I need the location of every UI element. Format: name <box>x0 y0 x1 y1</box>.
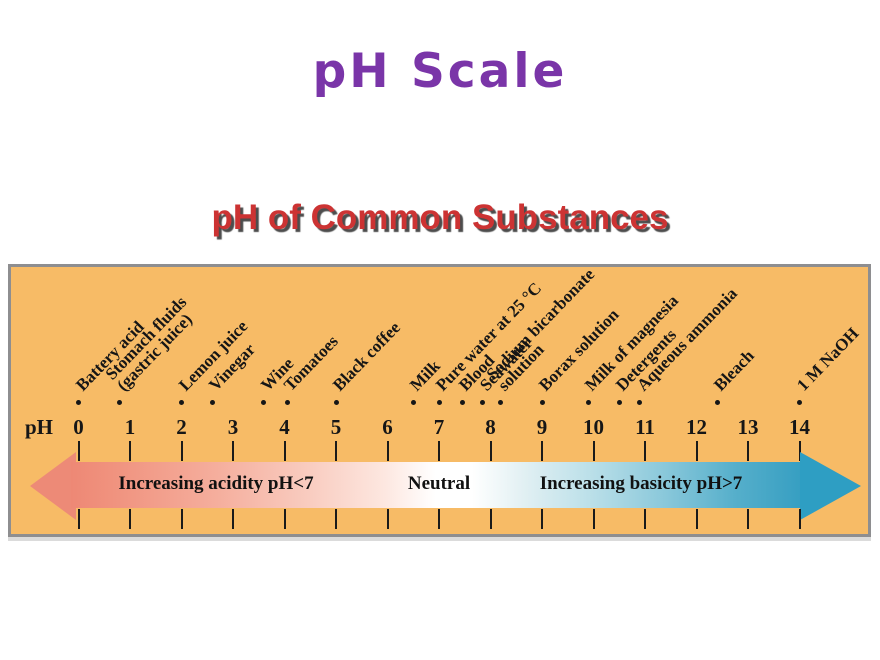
ph-tick <box>77 441 80 461</box>
ph-tick <box>438 441 440 461</box>
ph-tick <box>283 441 286 461</box>
substance-dot <box>480 400 486 405</box>
ph-tick <box>644 509 646 529</box>
ph-tick <box>489 441 492 461</box>
ph-tick <box>386 509 389 529</box>
ph-tick <box>489 509 492 529</box>
ph-tick <box>283 509 286 529</box>
ph-number: 12 <box>686 415 707 439</box>
ph-tick <box>541 509 543 529</box>
ph-number: 13 <box>737 415 759 439</box>
ph-tick <box>592 441 595 461</box>
ph-number: 5 <box>330 415 342 439</box>
substance-dot <box>539 400 545 405</box>
ph-diagram: Battery acid Stomach fluids (gastric juice… <box>8 264 871 537</box>
substance-label: 1 M NaOH <box>792 323 862 395</box>
substance-label: Black coffee <box>329 317 405 395</box>
substance-dot <box>284 400 290 405</box>
ph-number: 8 <box>485 415 496 439</box>
ph-number: 0 <box>73 415 84 439</box>
ph-tick <box>180 509 183 529</box>
ph-tick <box>695 509 698 529</box>
ph-tick <box>129 509 131 529</box>
basicity-label: Increasing basicity pH>7 <box>539 473 743 494</box>
ph-number: 1 <box>124 415 136 439</box>
substance-dot <box>616 400 622 405</box>
substance-dot <box>637 400 643 405</box>
ph-number: 9 <box>536 415 548 439</box>
ph-tick <box>798 509 801 529</box>
acid-arrowhead-icon <box>30 452 76 520</box>
ph-number: 6 <box>382 415 393 439</box>
ph-tick <box>180 441 183 461</box>
ph-tick <box>438 509 440 529</box>
ph-tick <box>129 441 131 461</box>
substance-dot <box>76 400 81 405</box>
ph-tick <box>592 509 595 529</box>
substance-dot <box>436 400 442 405</box>
ph-number: 14 <box>789 415 810 439</box>
acidity-label: Increasing acidity pH<7 <box>118 473 314 494</box>
substance-dot <box>498 400 504 405</box>
ph-number: 7 <box>433 415 445 439</box>
substance-dot <box>333 400 339 405</box>
ph-number: 3 <box>227 415 239 439</box>
substance-dot <box>179 400 184 405</box>
neutral-label: Neutral <box>407 473 471 494</box>
ph-tick <box>232 509 234 529</box>
ph-tick <box>541 441 543 461</box>
ph-number: 4 <box>279 415 290 439</box>
ph-axis-label: pH <box>25 415 54 439</box>
substance-dot <box>714 400 720 405</box>
ph-gradient-arrow <box>71 462 800 508</box>
ph-tick <box>695 441 698 461</box>
substance-dot <box>459 400 465 405</box>
substance-dot <box>585 400 591 405</box>
ph-number: 11 <box>635 415 655 439</box>
ph-tick <box>335 509 337 529</box>
ph-tick <box>747 441 749 461</box>
ph-number: 2 <box>176 415 187 439</box>
ph-tick <box>232 441 234 461</box>
ph-tick <box>747 509 749 529</box>
substance-dot <box>797 400 802 405</box>
substance-dot <box>261 400 267 405</box>
ph-tick <box>644 441 646 461</box>
page-title: pH Scale <box>312 44 568 99</box>
substance-dot <box>209 400 215 405</box>
substance-dot <box>410 400 416 405</box>
ph-number: 10 <box>583 415 604 439</box>
ph-tick <box>77 509 80 529</box>
substance-dot <box>117 400 123 405</box>
ph-tick <box>335 441 337 461</box>
substance-label: Bleach <box>710 346 758 395</box>
diagram-title: pH of Common Substances <box>211 198 669 237</box>
ph-tick <box>798 441 801 461</box>
ph-tick <box>386 441 389 461</box>
base-arrowhead-icon <box>800 452 861 520</box>
